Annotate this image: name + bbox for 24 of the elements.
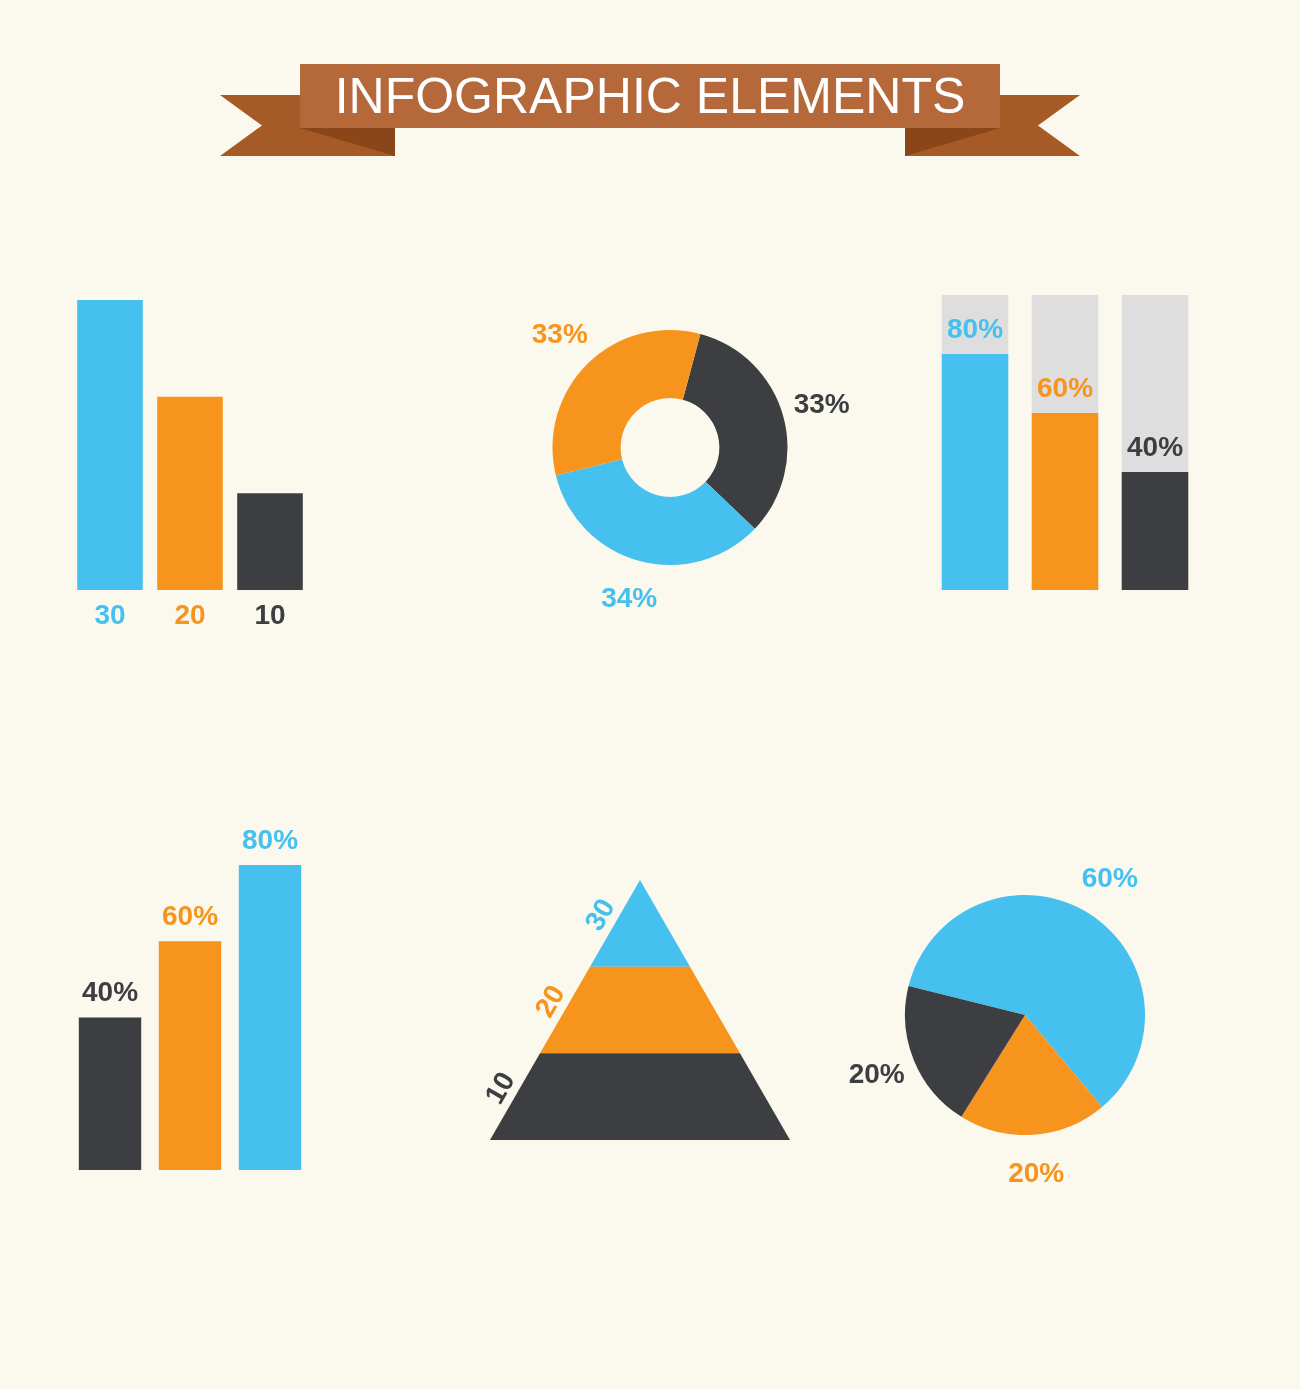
bar: [941, 354, 1009, 590]
data-label: 40%: [81, 976, 139, 1008]
bar: [1121, 472, 1189, 590]
data-label: 20%: [1008, 1157, 1065, 1189]
data-label: 10: [254, 598, 286, 630]
data-label: 20: [528, 979, 571, 1023]
data-label: 30: [578, 893, 621, 936]
data-label: 10: [478, 1066, 521, 1110]
data-label: 33%: [793, 387, 850, 419]
bar: [1031, 295, 1099, 413]
bar: [1031, 413, 1099, 590]
data-label: 20%: [848, 1057, 905, 1089]
data-label: 33%: [531, 317, 588, 349]
data-label: 80%: [946, 312, 1004, 344]
data-label: 34%: [601, 582, 658, 614]
data-label: 60%: [1036, 371, 1094, 403]
data-label: 80%: [241, 823, 299, 855]
data-label: 60%: [161, 899, 219, 931]
bar: [1121, 295, 1189, 472]
data-label: 30: [94, 598, 126, 630]
data-label: 20: [174, 598, 206, 630]
data-label: 60%: [1081, 862, 1138, 894]
data-label: 40%: [1126, 430, 1184, 462]
text: INFOGRAPHIC ELEMENTS: [334, 68, 966, 124]
